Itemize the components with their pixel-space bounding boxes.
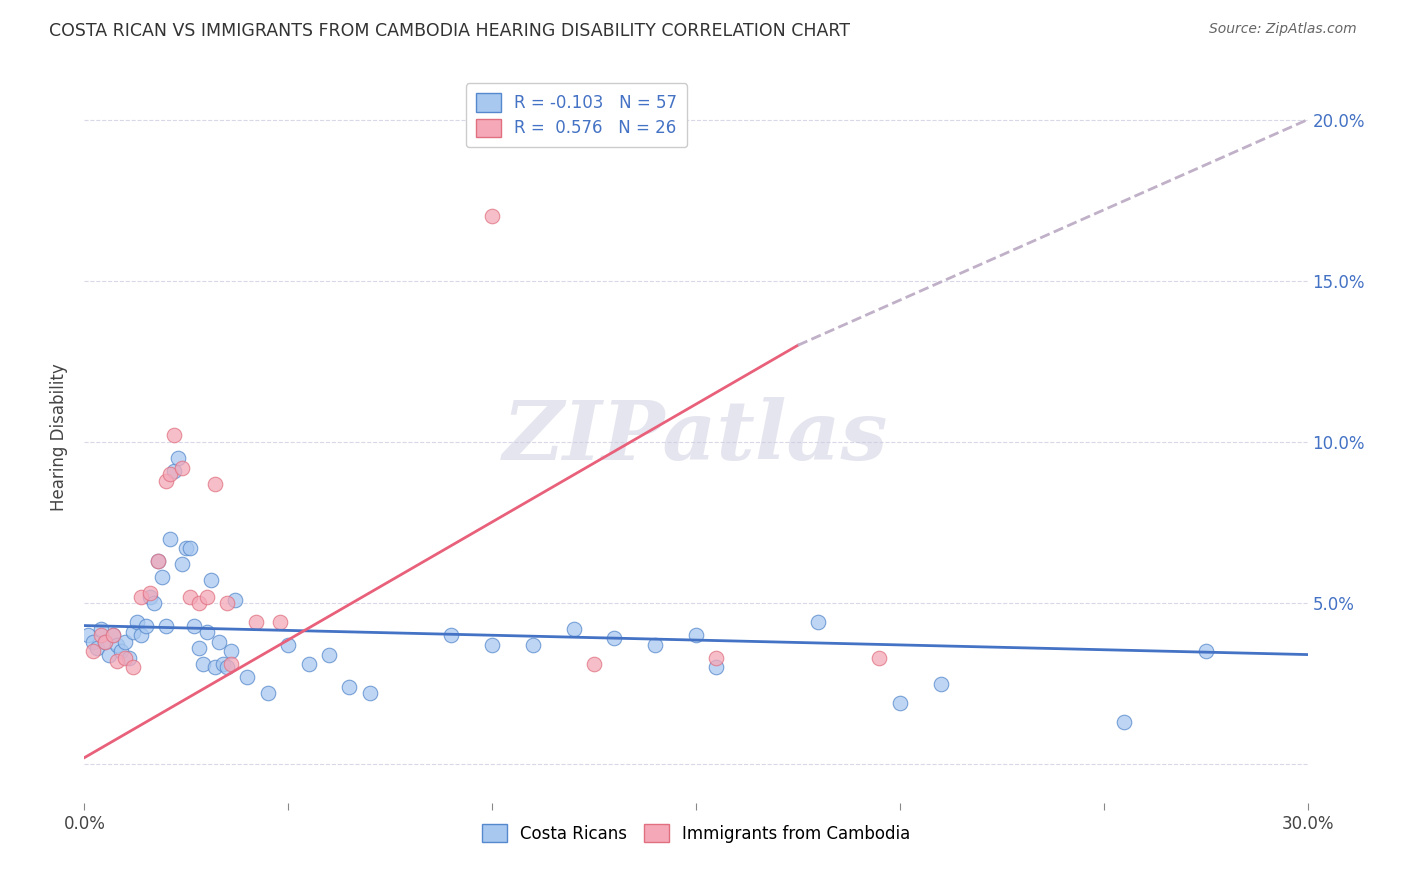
Point: [82, 644, 104, 658]
Point: [481, 210, 503, 224]
Point: [889, 696, 911, 710]
Point: [644, 638, 666, 652]
Point: [82, 634, 104, 648]
Point: [150, 570, 173, 584]
Point: [204, 660, 226, 674]
Point: [155, 618, 177, 632]
Point: [562, 622, 585, 636]
Point: [101, 628, 124, 642]
Point: [159, 532, 181, 546]
Text: ZIPatlas: ZIPatlas: [503, 397, 889, 477]
Point: [440, 628, 463, 642]
Point: [167, 450, 190, 465]
Point: [110, 644, 132, 658]
Point: [93, 634, 115, 648]
Point: [339, 680, 361, 694]
Point: [172, 558, 194, 572]
Point: [583, 657, 606, 672]
Point: [183, 618, 205, 632]
Point: [187, 641, 209, 656]
Point: [869, 650, 891, 665]
Point: [163, 464, 186, 478]
Point: [191, 657, 214, 672]
Point: [105, 638, 128, 652]
Point: [86, 641, 108, 656]
Y-axis label: Hearing Disability: Hearing Disability: [51, 363, 69, 511]
Point: [224, 592, 246, 607]
Point: [212, 657, 235, 672]
Point: [245, 615, 267, 630]
Legend: R = -0.103   N = 57, R =  0.576   N = 26: R = -0.103 N = 57, R = 0.576 N = 26: [465, 83, 688, 147]
Point: [90, 622, 112, 636]
Point: [172, 460, 194, 475]
Point: [269, 615, 291, 630]
Point: [179, 541, 201, 556]
Point: [318, 648, 340, 662]
Point: [146, 554, 169, 568]
Point: [127, 615, 149, 630]
Point: [481, 638, 503, 652]
Point: [195, 590, 218, 604]
Point: [131, 628, 153, 642]
Point: [114, 634, 136, 648]
Point: [1114, 715, 1136, 730]
Point: [706, 660, 728, 674]
Point: [685, 628, 707, 642]
Point: [163, 428, 186, 442]
Point: [236, 670, 259, 684]
Point: [138, 590, 160, 604]
Point: [118, 650, 141, 665]
Text: COSTA RICAN VS IMMIGRANTS FROM CAMBODIA HEARING DISABILITY CORRELATION CHART: COSTA RICAN VS IMMIGRANTS FROM CAMBODIA …: [49, 22, 851, 40]
Point: [159, 467, 181, 482]
Point: [219, 644, 242, 658]
Point: [603, 632, 626, 646]
Point: [204, 476, 226, 491]
Point: [208, 634, 231, 648]
Point: [131, 590, 153, 604]
Point: [706, 650, 728, 665]
Point: [146, 554, 169, 568]
Point: [97, 648, 120, 662]
Point: [217, 596, 239, 610]
Point: [277, 638, 299, 652]
Point: [138, 586, 160, 600]
Point: [257, 686, 280, 700]
Point: [187, 596, 209, 610]
Point: [929, 676, 952, 690]
Point: [155, 474, 177, 488]
Point: [195, 625, 218, 640]
Point: [105, 654, 128, 668]
Point: [122, 625, 145, 640]
Point: [135, 618, 157, 632]
Point: [200, 574, 222, 588]
Point: [179, 590, 201, 604]
Point: [93, 634, 115, 648]
Text: Source: ZipAtlas.com: Source: ZipAtlas.com: [1209, 22, 1357, 37]
Point: [90, 628, 112, 642]
Point: [359, 686, 381, 700]
Point: [122, 660, 145, 674]
Point: [807, 615, 830, 630]
Point: [77, 628, 100, 642]
Point: [217, 660, 239, 674]
Point: [114, 650, 136, 665]
Point: [522, 638, 544, 652]
Point: [142, 596, 165, 610]
Point: [298, 657, 321, 672]
Point: [1195, 644, 1218, 658]
Point: [101, 628, 124, 642]
Point: [174, 541, 197, 556]
Point: [219, 657, 242, 672]
